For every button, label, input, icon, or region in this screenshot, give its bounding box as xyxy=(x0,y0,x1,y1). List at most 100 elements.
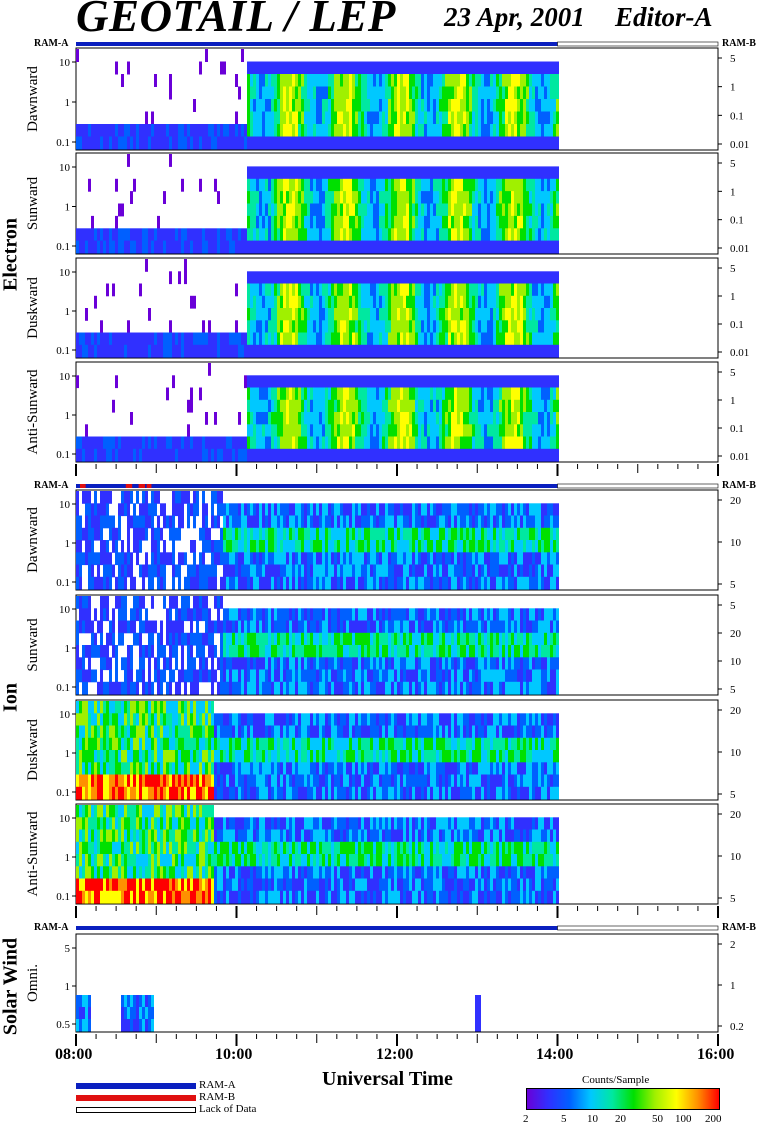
right-tick-label: 0.1 xyxy=(730,110,744,122)
legend-label-lack: Lack of Data xyxy=(199,1103,257,1115)
ram-a-bar xyxy=(76,42,558,46)
y-tick-label: 0.1 xyxy=(56,345,70,357)
right-tick-label: 2 xyxy=(730,939,736,951)
right-tick-label: 10 xyxy=(730,851,742,863)
right-tick-label: 5 xyxy=(730,263,736,275)
ram-b-label: RAM-B xyxy=(722,38,756,49)
ram-b-label: RAM-B xyxy=(722,480,756,491)
colorbar-tick: 100 xyxy=(675,1113,692,1125)
y-tick-label: 1 xyxy=(65,410,71,422)
right-tick-label: 0.01 xyxy=(730,243,749,255)
y-tick-label: 10 xyxy=(59,813,71,825)
ram-b-bar xyxy=(146,484,152,488)
time-tick-label: 08:00 xyxy=(55,1046,93,1063)
time-tick-label: 12:00 xyxy=(376,1046,414,1063)
group-label-electron: Electron xyxy=(0,218,22,291)
right-tick-label: 1 xyxy=(730,291,736,303)
group-label-solar-wind: Solar Wind xyxy=(0,937,22,1036)
y-tick-label: 0.1 xyxy=(56,449,70,461)
date-label: 23 Apr, 2001 xyxy=(444,2,585,32)
colorbar-tick: 50 xyxy=(652,1113,663,1125)
panel-frame xyxy=(75,933,719,1033)
y-tick-label: 10 xyxy=(59,499,71,511)
panel-label: Sunward xyxy=(25,618,41,672)
ram-b-label: RAM-B xyxy=(722,922,756,933)
legend-swatch-ram-a xyxy=(76,1083,196,1089)
panel-label: Duskward xyxy=(25,277,41,339)
y-tick-label: 10 xyxy=(59,371,71,383)
x-axis-title: Universal Time xyxy=(322,1068,453,1090)
y-tick-label: 0.1 xyxy=(56,137,70,149)
right-tick-label: 5 xyxy=(730,158,736,170)
panel-label: Anti-Sunward xyxy=(25,811,41,896)
y-tick-label: 0.1 xyxy=(56,891,70,903)
y-tick-label: 0.5 xyxy=(56,1019,70,1031)
right-tick-label: 5 xyxy=(730,600,736,612)
right-tick-label: 5 xyxy=(730,367,736,379)
right-tick-label: 0.1 xyxy=(730,319,744,331)
y-tick-label: 1 xyxy=(65,202,71,214)
y-tick-label: 1 xyxy=(65,538,71,550)
panel-label: Sunward xyxy=(25,176,41,230)
y-tick-label: 0.1 xyxy=(56,682,70,694)
right-tick-label: 5 xyxy=(730,684,736,696)
panel-label: Dawnward xyxy=(25,507,41,573)
right-tick-label: 20 xyxy=(730,628,742,640)
legend-label-ram-b: RAM-B xyxy=(199,1091,236,1103)
ram-b-bar xyxy=(138,484,146,488)
panel-label: Omni. xyxy=(25,964,41,1002)
ram-a-bar xyxy=(76,484,558,488)
lack-of-data-bar xyxy=(557,483,719,489)
colorbar-tick: 20 xyxy=(615,1113,626,1125)
right-tick-label: 20 xyxy=(730,705,742,717)
lack-of-data-bar xyxy=(557,41,719,47)
right-tick-label: 10 xyxy=(730,656,742,668)
legend-label-ram-a: RAM-A xyxy=(199,1079,236,1091)
y-tick-label: 1 xyxy=(65,748,71,760)
right-tick-label: 10 xyxy=(730,537,742,549)
panel-label: Duskward xyxy=(25,719,41,781)
right-tick-label: 0.01 xyxy=(730,451,749,463)
right-tick-label: 5 xyxy=(730,789,736,801)
right-tick-label: 10 xyxy=(730,747,742,759)
panel-label: Dawnward xyxy=(25,66,41,132)
ram-b-bar xyxy=(125,484,133,488)
ram-b-bar xyxy=(80,484,86,488)
y-tick-label: 1 xyxy=(65,981,71,993)
y-tick-label: 5 xyxy=(65,943,71,955)
ram-a-label: RAM-A xyxy=(34,922,69,933)
right-tick-label: 1 xyxy=(730,186,736,198)
ram-a-bar xyxy=(76,926,558,930)
colorbar-tick: 10 xyxy=(587,1113,598,1125)
ram-a-label: RAM-A xyxy=(34,480,69,491)
time-tick-label: 16:00 xyxy=(697,1046,735,1063)
y-tick-label: 0.1 xyxy=(56,241,70,253)
y-tick-label: 1 xyxy=(65,643,71,655)
right-tick-label: 0.01 xyxy=(730,139,749,151)
right-tick-label: 1 xyxy=(730,395,736,407)
right-tick-label: 0.01 xyxy=(730,347,749,359)
right-tick-label: 20 xyxy=(730,495,742,507)
y-tick-label: 0.1 xyxy=(56,577,70,589)
y-tick-label: 10 xyxy=(59,162,71,174)
right-tick-label: 1 xyxy=(730,980,736,992)
right-tick-label: 0.2 xyxy=(730,1021,744,1033)
panel-label: Anti-Sunward xyxy=(25,369,41,454)
y-tick-label: 10 xyxy=(59,604,71,616)
editor-label: Editor-A xyxy=(615,2,713,32)
colorbar-tick: 2 xyxy=(523,1113,529,1125)
right-tick-label: 0.1 xyxy=(730,215,744,227)
legend-swatch-lack xyxy=(76,1107,196,1113)
y-tick-label: 0.1 xyxy=(56,787,70,799)
group-label-ion: Ion xyxy=(0,683,22,712)
y-tick-label: 1 xyxy=(65,306,71,318)
ram-a-label: RAM-A xyxy=(34,38,69,49)
y-tick-label: 1 xyxy=(65,97,71,109)
right-tick-label: 1 xyxy=(730,82,736,94)
right-tick-label: 20 xyxy=(730,809,742,821)
y-tick-label: 1 xyxy=(65,852,71,864)
y-tick-label: 10 xyxy=(59,709,71,721)
y-tick-label: 10 xyxy=(59,267,71,279)
right-tick-label: 5 xyxy=(730,893,736,905)
